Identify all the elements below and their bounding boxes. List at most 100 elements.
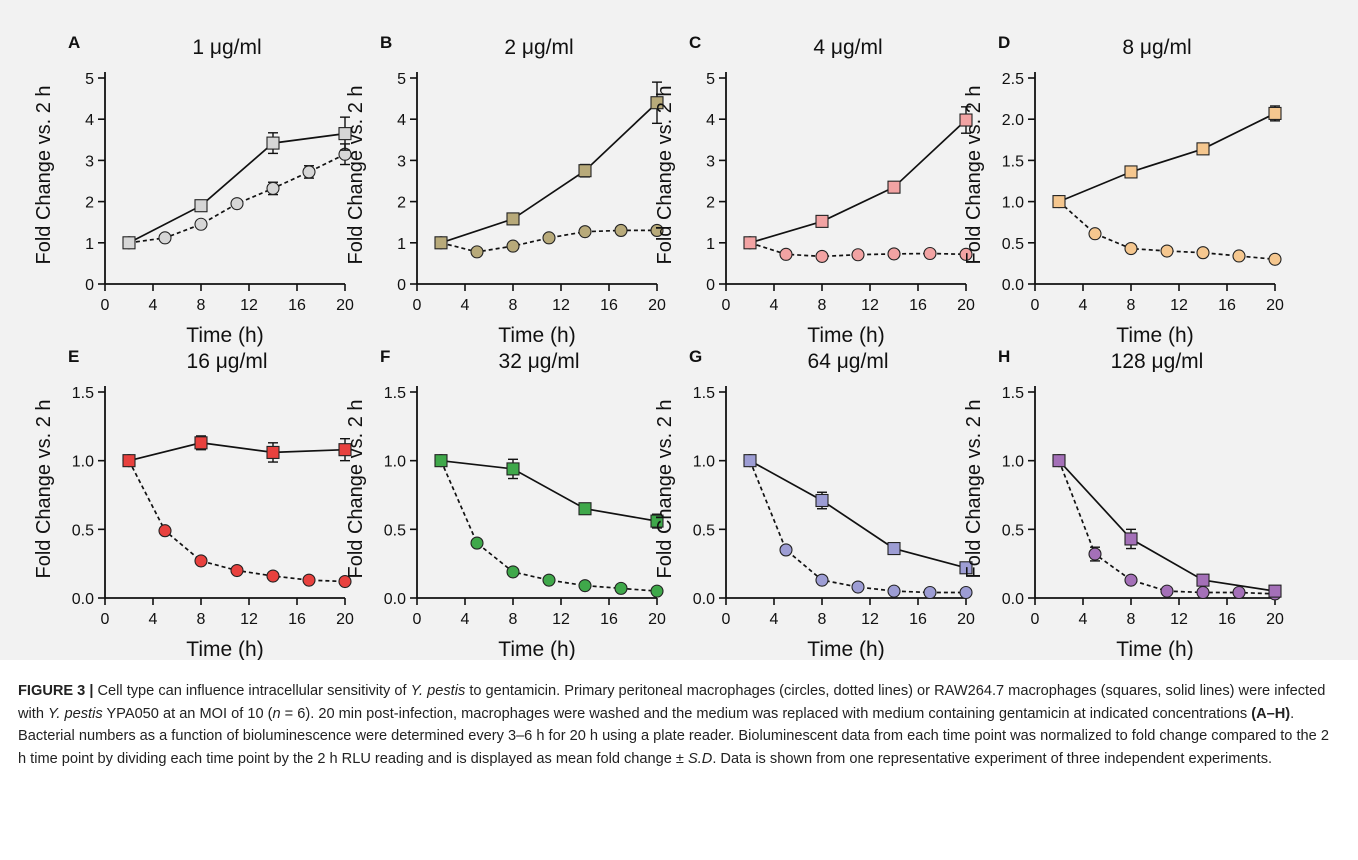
panel-letter-a: A [68, 33, 80, 52]
square-marker-f [507, 463, 519, 475]
panel-letter-g: G [689, 347, 702, 366]
caption-label: FIGURE 3 | [18, 683, 93, 699]
circle-marker-a [303, 166, 315, 178]
circle-marker-b [471, 246, 483, 258]
y-axis-label-d: Fold Change vs. 2 h [963, 86, 985, 265]
panel-letter-e: E [68, 347, 79, 366]
circle-marker-e [267, 570, 279, 582]
caption-species-2: Y. pestis [48, 706, 103, 722]
x-axis-label-d: Time (h) [1116, 324, 1193, 347]
y-tick-label-b: 5 [397, 71, 406, 88]
square-marker-e [195, 437, 207, 449]
y-tick-label-c: 3 [706, 153, 715, 170]
x-tick-label-d: 12 [1170, 297, 1188, 314]
y-tick-label-e: 1.5 [72, 385, 94, 402]
caption-panel-range: (A–H) [1251, 706, 1290, 722]
y-tick-label-b: 3 [397, 153, 406, 170]
x-tick-label-d: 16 [1218, 297, 1236, 314]
circle-marker-b [507, 240, 519, 252]
x-tick-label-e: 8 [197, 611, 206, 628]
square-marker-e [123, 455, 135, 467]
y-tick-label-c: 2 [706, 195, 715, 212]
circle-marker-c [780, 248, 792, 260]
y-tick-label-e: 0.0 [72, 591, 94, 608]
circle-marker-g [816, 574, 828, 586]
chart-panel-c: C4 μg/ml0123450 4 8 12 16 20Time (h)Fold Chan… [654, 33, 975, 347]
y-axis-label-g: Fold Change vs. 2 h [654, 400, 676, 579]
x-axis-label-b: Time (h) [498, 324, 575, 347]
circle-marker-d [1161, 245, 1173, 257]
square-marker-g [744, 455, 756, 467]
circle-marker-h [1125, 574, 1137, 586]
square-marker-g [888, 543, 900, 555]
square-marker-g [816, 494, 828, 506]
x-tick-label-b: 4 [461, 297, 470, 314]
y-tick-label-e: 0.5 [72, 522, 94, 539]
square-marker-c [816, 215, 828, 227]
circle-marker-a [195, 218, 207, 230]
circle-marker-f [651, 585, 663, 597]
caption-text-6: . Data is shown from one representative … [712, 751, 1272, 767]
chart-panel-d: D 8 μg/ml 0.0 0.5 1.0 1.5 2.0 2.5 0 4 8 12 16 20 Time … [963, 33, 1284, 347]
x-tick-label-e: 20 [336, 611, 354, 628]
caption-text-3: YPA050 at an MOI of 10 ( [103, 706, 273, 722]
x-tick-label-e: 4 [149, 611, 158, 628]
x-tick-label-a: 16 [288, 297, 306, 314]
circle-series-line-e [129, 461, 345, 582]
y-axis-label-f: Fold Change vs. 2 h [345, 400, 367, 579]
y-tick-label-c: 4 [706, 112, 715, 129]
x-tick-label-c: 20 [957, 297, 975, 314]
circle-marker-c [852, 249, 864, 261]
y-axis-label-b: Fold Change vs. 2 h [345, 86, 367, 265]
x-tick-label-e: 0 [101, 611, 110, 628]
circle-series-line-h [1059, 461, 1275, 594]
y-tick-label-g: 0.0 [693, 591, 715, 608]
caption-species-1: Y. pestis [411, 683, 466, 699]
x-tick-label-h: 8 [1127, 611, 1136, 628]
circle-marker-c [924, 248, 936, 260]
circle-marker-h [1233, 587, 1245, 599]
x-tick-label-d: 4 [1079, 297, 1088, 314]
x-tick-label-b: 8 [509, 297, 518, 314]
circle-marker-g [888, 585, 900, 597]
y-tick-label-a: 4 [85, 112, 94, 129]
x-axis-label-h: Time (h) [1116, 638, 1193, 660]
circle-marker-f [615, 582, 627, 594]
y-tick-label-h: 1.5 [1002, 385, 1024, 402]
square-marker-a [195, 200, 207, 212]
x-tick-label-b: 12 [552, 297, 570, 314]
panel-letter-d: D [998, 33, 1010, 52]
y-tick-label-f: 1.5 [384, 385, 406, 402]
caption-sd: S.D [688, 751, 712, 767]
y-tick-label-h: 1.0 [1002, 454, 1024, 471]
x-tick-label-h: 4 [1079, 611, 1088, 628]
y-tick-label-d: 1.0 [1002, 195, 1024, 212]
x-tick-label-e: 12 [240, 611, 258, 628]
y-tick-label-g: 1.0 [693, 454, 715, 471]
circle-marker-b [615, 224, 627, 236]
chart-panel-g: G 64 μg/ml0.00.51.01.50 4 8 12 16 20Time (h)Fo… [654, 347, 975, 660]
circle-marker-h [1197, 587, 1209, 599]
x-tick-label-d: 8 [1127, 297, 1136, 314]
x-tick-label-c: 16 [909, 297, 927, 314]
panel-title-e: 16 μg/ml [187, 350, 268, 373]
square-marker-e [267, 446, 279, 458]
circle-marker-c [816, 250, 828, 262]
x-tick-label-f: 20 [648, 611, 666, 628]
y-axis-label-h: Fold Change vs. 2 h [963, 400, 985, 579]
y-tick-label-d: 0.0 [1002, 277, 1024, 294]
y-tick-label-c: 1 [706, 236, 715, 253]
circle-marker-d [1197, 247, 1209, 259]
square-marker-a [123, 237, 135, 249]
square-series-line-b [441, 103, 657, 243]
x-tick-label-f: 0 [413, 611, 422, 628]
circle-marker-b [543, 232, 555, 244]
x-tick-label-f: 12 [552, 611, 570, 628]
circle-marker-e [159, 525, 171, 537]
x-tick-label-c: 8 [818, 297, 827, 314]
square-series-line-f [441, 461, 657, 521]
square-marker-h [1197, 574, 1209, 586]
circle-marker-e [195, 555, 207, 567]
x-tick-label-f: 8 [509, 611, 518, 628]
